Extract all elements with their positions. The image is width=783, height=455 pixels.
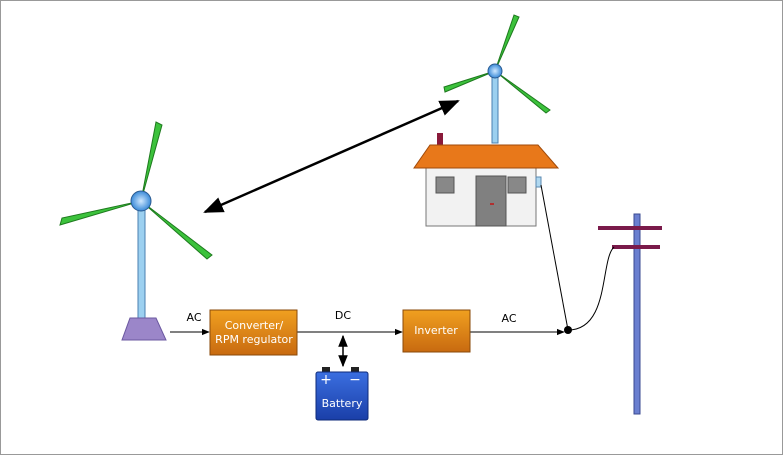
battery-plus: + xyxy=(320,372,332,388)
battery-label: Battery xyxy=(322,397,363,410)
edge-label: DC xyxy=(335,309,351,322)
inverter-label: Inverter xyxy=(414,324,458,337)
edge-label: AC xyxy=(186,311,201,324)
house xyxy=(414,133,558,226)
frame xyxy=(1,1,783,455)
converter-label: RPM regulator xyxy=(215,333,293,346)
battery-minus: − xyxy=(349,372,361,388)
page: Converter/ RPM regulator Inverter + − Ba… xyxy=(0,0,783,455)
edge-label: AC xyxy=(501,312,516,325)
diagram: Converter/ RPM regulator Inverter + − Ba… xyxy=(0,0,783,455)
converter-label: Converter/ xyxy=(225,319,284,332)
